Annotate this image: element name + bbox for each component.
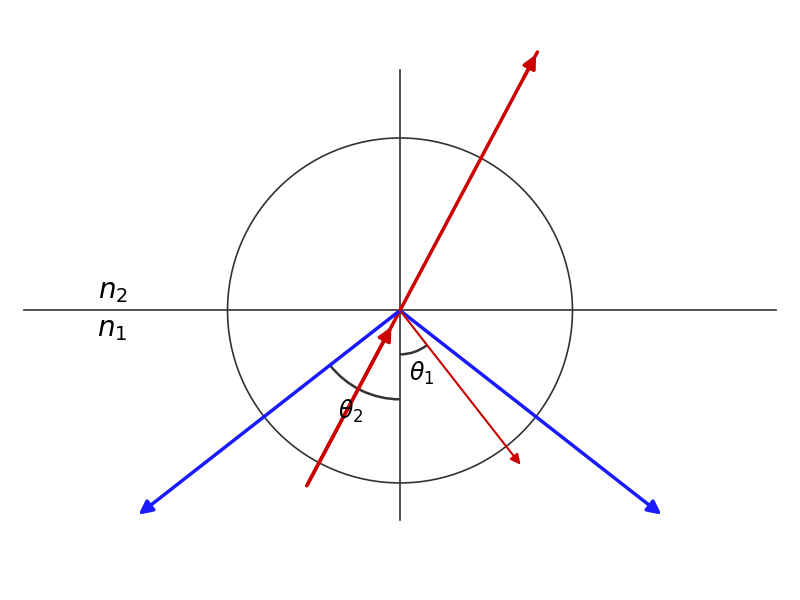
Text: $n_2$: $n_2$ <box>98 278 127 305</box>
Text: $n_1$: $n_1$ <box>98 316 128 343</box>
Text: $\theta_1$: $\theta_1$ <box>409 360 434 388</box>
Text: $\theta_2$: $\theta_2$ <box>338 397 364 425</box>
